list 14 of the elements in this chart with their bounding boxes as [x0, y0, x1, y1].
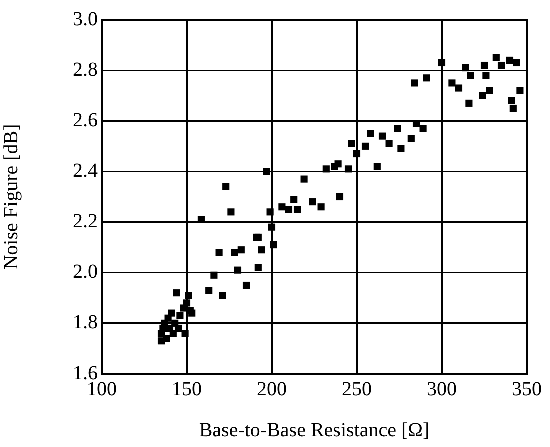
x-tick-label: 250: [342, 378, 372, 400]
y-tick-label: 2.6: [73, 109, 98, 132]
x-tick-label: 150: [172, 378, 202, 400]
y-tick-label: 1.8: [73, 312, 98, 334]
x-tick-label: 200: [257, 378, 287, 400]
x-tick-label: 300: [427, 378, 457, 400]
x-tick-label: 350: [512, 378, 542, 400]
y-tick-label: 2.0: [73, 261, 98, 284]
y-tick-label: 3.0: [73, 8, 98, 30]
y-tick-label: 2.8: [73, 58, 98, 81]
y-axis-title: Noise Figure [dB]: [0, 124, 22, 270]
y-tick-label: 2.2: [73, 210, 98, 233]
y-tick-label: 2.4: [73, 160, 98, 182]
x-axis-title: Base-to-Base Resistance [Ω]: [199, 419, 430, 442]
